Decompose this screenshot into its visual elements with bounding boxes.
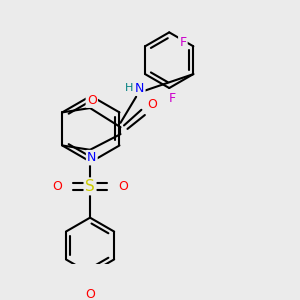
Text: F: F <box>179 36 187 49</box>
Text: O: O <box>52 180 62 193</box>
Text: S: S <box>85 179 95 194</box>
Text: H: H <box>125 83 134 93</box>
Text: O: O <box>87 94 97 107</box>
Text: N: N <box>135 82 144 94</box>
Text: O: O <box>85 288 95 300</box>
Text: O: O <box>147 98 157 111</box>
Text: O: O <box>118 180 128 193</box>
Text: F: F <box>169 92 176 105</box>
Text: N: N <box>87 151 97 164</box>
